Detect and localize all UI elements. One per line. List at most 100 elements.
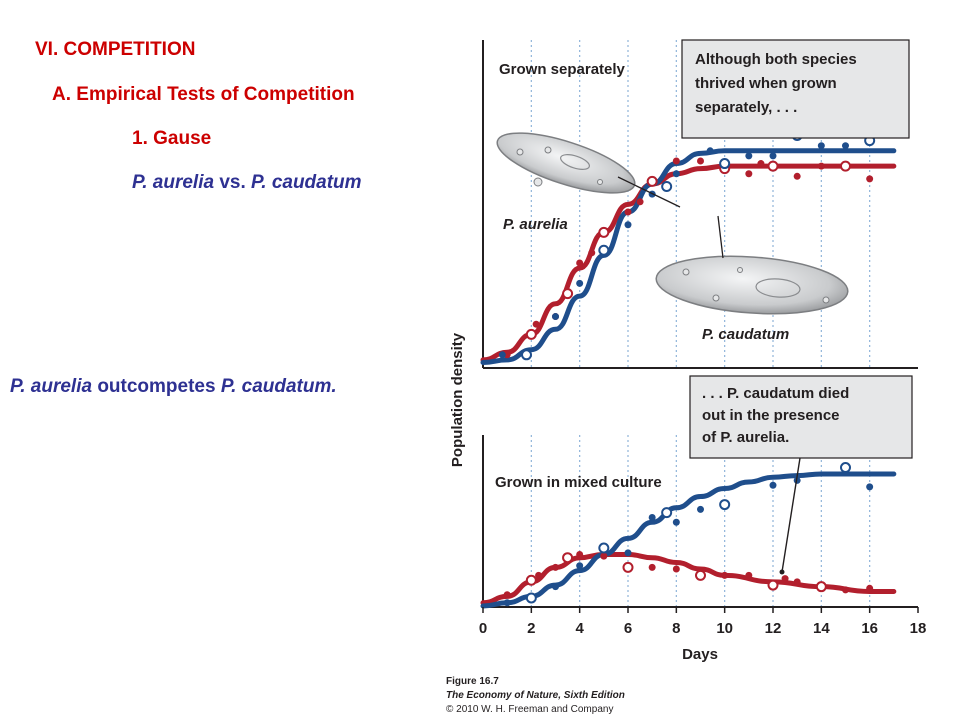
point-p-aurelia	[562, 552, 574, 564]
species-b-name: P. caudatum	[251, 172, 362, 193]
point-p-caudatum	[624, 549, 632, 557]
conclusion-species-a: P. aurelia	[10, 376, 93, 397]
point-p-aurelia	[721, 571, 729, 579]
point-p-aurelia	[503, 591, 511, 599]
svg-text:. . . P. caudatum died: . . . P. caudatum died out in the presen…	[702, 385, 853, 446]
point-p-caudatum	[525, 592, 537, 604]
point-p-aurelia	[646, 175, 658, 187]
point-p-caudatum	[521, 349, 532, 361]
point-p-caudatum	[697, 505, 704, 513]
point-p-aurelia	[672, 565, 680, 573]
point-p-aurelia	[695, 569, 706, 581]
bottom-callout-line-2: out in the presence	[702, 407, 840, 424]
point-p-aurelia	[815, 581, 827, 593]
x-tick-label: 8	[672, 620, 680, 637]
bottom-callout: . . . P. caudatum died out in the presen…	[689, 375, 913, 575]
point-p-caudatum	[769, 481, 777, 489]
panel-grown-separately: Grown separately P. aurelia P. caudatum	[480, 39, 918, 369]
point-p-caudatum	[598, 542, 610, 554]
bottom-panel-title: Grown in mixed culture	[495, 474, 662, 491]
point-p-aurelia	[745, 571, 753, 579]
point-p-caudatum	[624, 221, 632, 229]
species-a-name: P. aurelia	[132, 172, 215, 193]
x-tick-label: 18	[910, 620, 927, 637]
p-caudatum-label: P. caudatum	[702, 326, 789, 343]
point-p-aurelia	[588, 249, 596, 257]
x-tick-label: 2	[527, 620, 535, 637]
top-callout-line-1: Although both species	[695, 51, 857, 68]
point-p-caudatum	[745, 152, 753, 160]
top-panel-title: Grown separately	[499, 61, 626, 78]
point-p-aurelia	[624, 208, 632, 216]
point-p-caudatum	[769, 152, 777, 160]
point-p-aurelia	[767, 579, 779, 591]
point-p-aurelia	[757, 160, 765, 168]
point-p-caudatum	[817, 142, 825, 150]
outline-subheading: A. Empirical Tests of Competition	[52, 84, 355, 105]
point-p-aurelia	[600, 552, 608, 560]
point-p-caudatum	[498, 351, 506, 359]
y-axis-title: Population density	[449, 332, 466, 467]
point-p-aurelia	[840, 160, 851, 172]
outline-point: 1. Gause	[132, 128, 212, 149]
x-tick-label: 16	[861, 620, 878, 637]
point-p-aurelia	[672, 157, 680, 165]
x-axis-title: Days	[682, 646, 718, 663]
x-tick-label: 0	[479, 620, 487, 637]
curve-p-caudatum	[480, 148, 897, 365]
copyright-line: © 2010 W. H. Freeman and Company	[446, 704, 614, 715]
point-p-aurelia	[793, 578, 801, 586]
point-p-caudatum	[661, 507, 673, 519]
point-p-aurelia	[525, 574, 537, 586]
point-p-aurelia	[648, 563, 656, 571]
top-callout: Although both species thrived when grown…	[681, 39, 910, 139]
callout-pointer	[781, 457, 801, 573]
point-p-caudatum	[672, 518, 680, 526]
point-p-aurelia	[817, 162, 825, 170]
point-p-caudatum	[552, 583, 559, 591]
point-p-caudatum	[719, 499, 731, 511]
point-p-caudatum	[672, 170, 680, 178]
point-p-aurelia	[781, 575, 789, 583]
point-p-caudatum	[552, 313, 559, 321]
bottom-callout-line-3: of P. aurelia.	[702, 429, 789, 446]
curve-p-aurelia	[480, 551, 897, 606]
top-callout-line-2: thrived when grown	[695, 75, 837, 92]
point-p-aurelia	[622, 561, 634, 573]
p-caudatum-illustration	[655, 215, 849, 315]
point-p-aurelia	[535, 571, 543, 579]
point-p-aurelia	[697, 157, 704, 165]
x-tick-label: 10	[716, 620, 733, 637]
point-p-aurelia	[576, 259, 584, 267]
point-p-caudatum	[840, 462, 851, 474]
conclusion-verb: outcompetes	[92, 376, 221, 397]
p-aurelia-illustration	[496, 132, 681, 208]
svg-text:Although both species: Although both species thrived when grown…	[695, 51, 861, 116]
top-callout-line-3: separately, . . .	[695, 99, 797, 116]
point-p-caudatum	[648, 513, 656, 521]
point-p-aurelia	[842, 586, 849, 594]
point-p-caudatum	[576, 279, 584, 287]
point-p-aurelia	[576, 550, 584, 558]
point-p-aurelia	[562, 288, 574, 300]
point-p-aurelia	[866, 584, 874, 592]
point-p-caudatum	[866, 483, 874, 491]
x-tick-label: 4	[575, 620, 584, 637]
point-p-caudatum	[503, 599, 511, 607]
x-tick-label: 6	[624, 620, 632, 637]
point-p-caudatum	[706, 147, 714, 155]
point-p-caudatum	[661, 181, 673, 192]
species-comparison: P. aurelia vs. P. caudatum	[132, 172, 362, 194]
panel-mixed-culture: Grown in mixed culture 0 2 4 6 8 10 12 14 16 18 D…	[479, 375, 927, 663]
conclusion-statement: P. aurelia outcompetes P. caudatum.	[10, 376, 337, 398]
point-p-aurelia	[532, 320, 540, 328]
point-p-aurelia	[793, 172, 801, 180]
vs-text: vs.	[214, 172, 252, 193]
point-p-caudatum	[598, 244, 610, 256]
bottom-callout-line-1: . . . P. caudatum died	[702, 385, 849, 402]
point-p-aurelia	[866, 175, 874, 183]
x-tick-label: 14	[813, 620, 830, 637]
point-p-aurelia	[503, 351, 511, 359]
figure-number: Figure 16.7	[446, 676, 499, 687]
